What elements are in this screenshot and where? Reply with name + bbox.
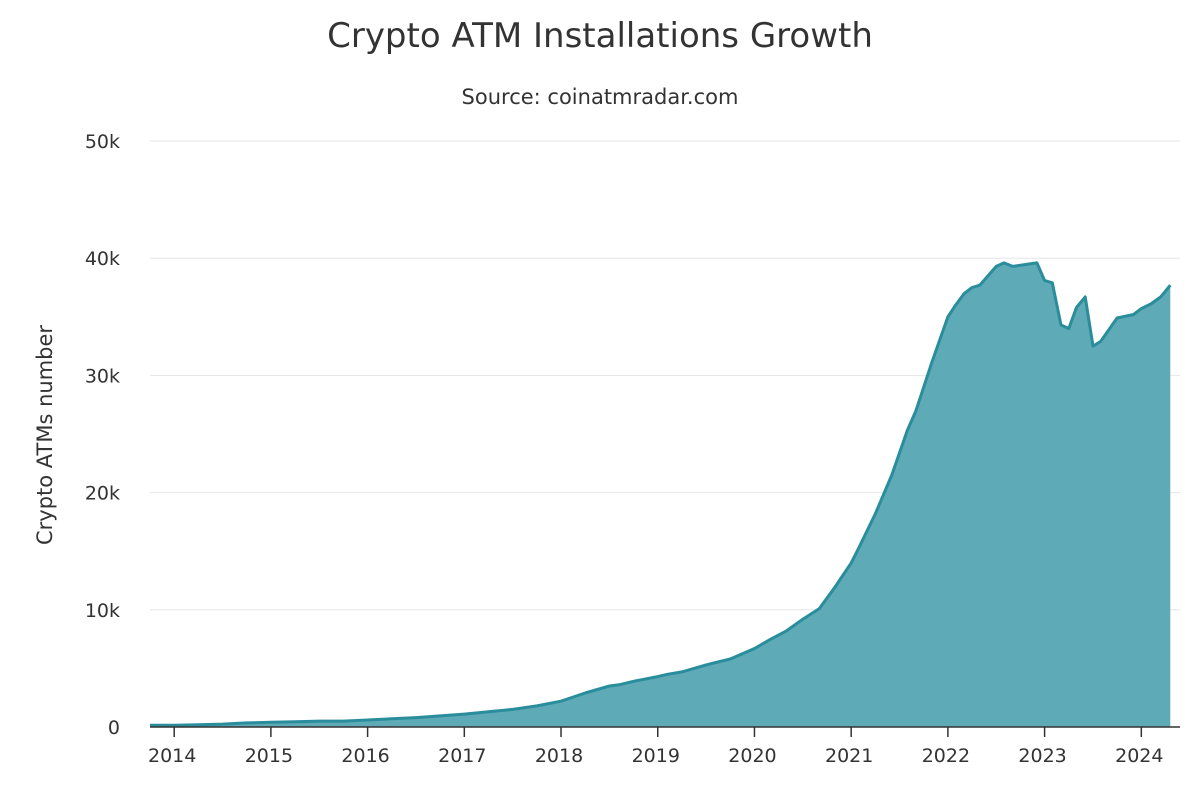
x-tick-label: 2020: [728, 745, 776, 767]
x-tick-label: 2023: [1018, 745, 1066, 767]
y-axis-title: Crypto ATMs number: [33, 325, 57, 545]
y-tick-label: 0: [108, 717, 120, 739]
x-tick-label: 2016: [341, 745, 389, 767]
y-tick-label: 10k: [85, 600, 120, 622]
series-area-fill: [150, 262, 1171, 727]
x-tick-label: 2021: [825, 745, 873, 767]
series-line: [150, 261, 1172, 727]
x-tick-label: 2022: [922, 745, 970, 767]
y-tick-label: 30k: [85, 365, 120, 387]
y-tick-label: 40k: [85, 248, 120, 270]
x-tick-label: 2015: [245, 745, 293, 767]
x-tick-label: 2018: [535, 745, 583, 767]
x-tick-label: 2017: [438, 745, 486, 767]
axes: 0 10k 20k 30k 40k 50k 2014 2015 2016 2017 2018 2019…: [85, 131, 1180, 767]
y-tick-label: 20k: [85, 483, 120, 505]
x-tick-label: 2024: [1115, 745, 1163, 767]
x-tick-label: 2019: [632, 745, 680, 767]
chart-subtitle: Source: coinatmradar.com: [462, 85, 739, 109]
x-tick-label: 2014: [148, 745, 196, 767]
y-tick-label: 50k: [85, 131, 120, 153]
chart-title: Crypto ATM Installations Growth: [327, 16, 873, 56]
plot-area: [150, 261, 1172, 727]
